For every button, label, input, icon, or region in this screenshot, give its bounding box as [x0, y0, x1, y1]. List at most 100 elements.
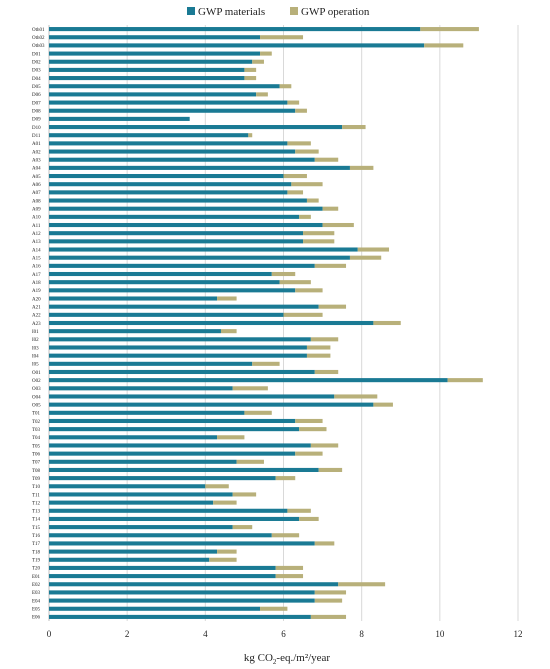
- bar-gwp-materials: [49, 427, 300, 432]
- bar-gwp-materials: [49, 320, 374, 326]
- bar-gwp-materials: [49, 533, 272, 538]
- bar-gwp-operation: [303, 231, 335, 236]
- bar-gwp-materials: [49, 182, 292, 187]
- bar-gwp-operation: [299, 214, 311, 219]
- bar-gwp-operation: [213, 500, 237, 505]
- bar-gwp-operation: [205, 484, 229, 489]
- y-category-label: T18: [32, 550, 41, 555]
- bar-gwp-operation: [248, 133, 253, 138]
- bar-gwp-operation: [299, 516, 319, 521]
- bar-gwp-operation: [279, 280, 311, 285]
- x-tick-label: 4: [203, 629, 208, 639]
- bar-gwp-operation: [338, 582, 386, 587]
- bar-gwp-materials: [49, 263, 315, 268]
- y-category-label: Oth02: [32, 36, 45, 41]
- bar-gwp-materials: [49, 369, 315, 375]
- y-category-label: T10: [32, 485, 41, 490]
- bar-gwp-operation: [349, 255, 382, 260]
- bar-gwp-operation: [310, 337, 339, 342]
- bar-gwp-operation: [303, 239, 335, 244]
- bar-gwp-materials: [49, 239, 304, 244]
- y-category-label: D03: [32, 69, 41, 74]
- y-category-label: A14: [32, 248, 41, 253]
- y-category-label: T01: [32, 412, 41, 417]
- bar-gwp-materials: [49, 174, 284, 179]
- bar-gwp-operation: [295, 149, 319, 154]
- bar-gwp-operation: [342, 125, 366, 130]
- y-category-label: A21: [32, 305, 41, 310]
- bar-gwp-materials: [49, 582, 339, 587]
- bar-gwp-operation: [252, 59, 264, 64]
- y-category-label: T02: [32, 420, 41, 425]
- bar-gwp-materials: [49, 214, 300, 219]
- y-category-label: D01: [32, 52, 41, 57]
- bar-gwp-operation: [287, 100, 300, 105]
- bar-gwp-materials: [49, 614, 311, 619]
- x-tick-label: 0: [47, 629, 52, 639]
- y-category-label: E03: [32, 591, 41, 596]
- bar-gwp-materials: [49, 125, 343, 130]
- y-category-label: I02: [32, 338, 39, 343]
- bar-gwp-materials: [49, 247, 358, 252]
- bar-gwp-operation: [322, 206, 339, 211]
- bar-gwp-operation: [244, 410, 272, 415]
- bar-gwp-materials: [49, 516, 300, 521]
- bar-gwp-materials: [49, 541, 315, 546]
- bar-gwp-materials: [49, 255, 350, 260]
- bar-gwp-operation: [275, 574, 304, 579]
- x-axis-title: kg CO2-eq./m²/year: [244, 652, 331, 666]
- bar-gwp-operation: [252, 361, 280, 366]
- y-category-label: A11: [32, 224, 41, 229]
- y-category-label: A05: [32, 175, 41, 180]
- y-category-label: T04: [32, 436, 41, 441]
- bar-gwp-operation: [349, 165, 374, 170]
- bar-gwp-operation: [314, 598, 343, 603]
- bars: [49, 27, 483, 619]
- bar-gwp-materials: [49, 525, 233, 530]
- y-category-label: D10: [32, 126, 41, 131]
- bar-gwp-operation: [279, 84, 292, 89]
- bar-gwp-operation: [217, 296, 237, 301]
- bar-gwp-materials: [49, 312, 284, 317]
- bar-gwp-operation: [232, 525, 253, 530]
- bar-gwp-operation: [306, 198, 319, 203]
- bar-gwp-operation: [322, 222, 354, 228]
- y-category-label: D11: [32, 134, 41, 139]
- bar-gwp-materials: [49, 386, 233, 391]
- x-tick-label: 12: [514, 629, 523, 639]
- bar-gwp-materials: [49, 231, 304, 236]
- bar-gwp-materials: [49, 116, 190, 121]
- bar-gwp-materials: [49, 27, 421, 32]
- y-category-label: A01: [32, 142, 41, 147]
- bar-gwp-materials: [49, 574, 276, 579]
- y-category-label: A09: [32, 207, 41, 212]
- bar-gwp-materials: [49, 280, 280, 285]
- y-category-label: T08: [32, 469, 41, 474]
- x-tick-labels: 0 2 4 6 8 10 12: [47, 629, 523, 639]
- bar-gwp-materials: [49, 35, 261, 40]
- y-category-label: O03: [32, 387, 41, 392]
- bar-gwp-operation: [306, 345, 331, 350]
- bar-gwp-materials: [49, 435, 218, 440]
- legend-swatch-materials: [187, 7, 195, 15]
- bar-gwp-operation: [295, 288, 323, 293]
- bar-gwp-operation: [295, 451, 323, 456]
- y-category-label: O01: [32, 371, 41, 376]
- bar-gwp-operation: [287, 508, 311, 513]
- bar-gwp-operation: [260, 606, 288, 611]
- bar-gwp-operation: [334, 394, 378, 399]
- bar-gwp-operation: [271, 533, 300, 538]
- y-category-label: E06: [32, 616, 41, 621]
- bar-gwp-materials: [49, 378, 448, 383]
- bar-gwp-operation: [232, 492, 257, 497]
- y-category-label: A13: [32, 240, 41, 245]
- x-tick-label: 8: [359, 629, 364, 639]
- y-category-label: I01: [32, 330, 39, 335]
- y-category-label: T12: [32, 501, 41, 506]
- y-category-label: T13: [32, 510, 41, 515]
- legend: GWP materials GWP operation: [187, 6, 370, 18]
- bar-gwp-operation: [232, 386, 268, 391]
- y-category-label: E04: [32, 599, 41, 604]
- bar-gwp-materials: [49, 51, 261, 56]
- bar-gwp-operation: [357, 247, 390, 252]
